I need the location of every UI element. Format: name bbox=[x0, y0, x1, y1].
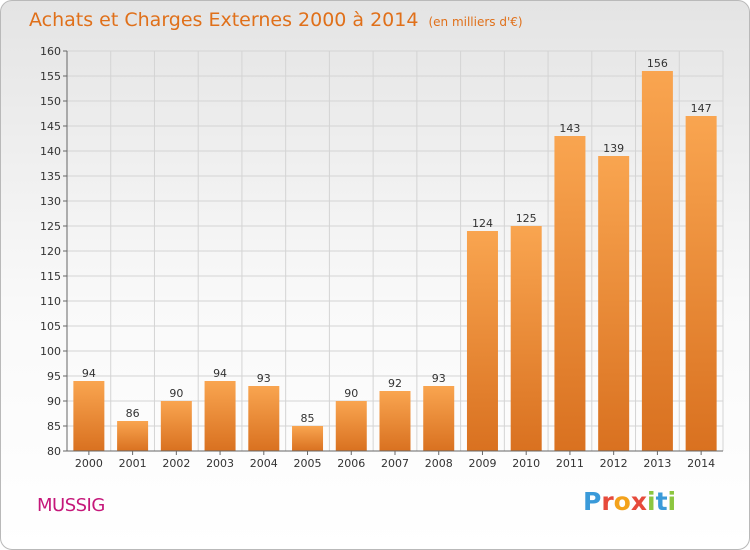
bar-value-label: 139 bbox=[603, 142, 624, 155]
bar-value-label: 93 bbox=[432, 372, 446, 385]
bar-value-label: 143 bbox=[559, 122, 580, 135]
bar bbox=[248, 386, 280, 451]
x-tick-label: 2011 bbox=[556, 457, 584, 470]
y-tick-label: 100 bbox=[40, 345, 61, 358]
bar bbox=[160, 401, 192, 451]
x-tick-label: 2001 bbox=[119, 457, 147, 470]
chart-unit: (en milliers d'€) bbox=[428, 15, 523, 29]
x-tick-label: 2004 bbox=[250, 457, 278, 470]
bar bbox=[598, 156, 630, 451]
y-tick-label: 120 bbox=[40, 245, 61, 258]
y-tick-label: 155 bbox=[40, 70, 61, 83]
x-tick-label: 2009 bbox=[468, 457, 496, 470]
bar bbox=[466, 231, 498, 451]
bar-value-label: 147 bbox=[691, 102, 712, 115]
x-tick-label: 2008 bbox=[425, 457, 453, 470]
y-tick-label: 125 bbox=[40, 220, 61, 233]
y-tick-label: 85 bbox=[47, 420, 61, 433]
proxiti-logo: Proxiti bbox=[583, 487, 676, 516]
logo-letter: i bbox=[647, 487, 656, 516]
bar-value-label: 90 bbox=[169, 387, 183, 400]
chart-title: Achats et Charges Externes 2000 à 2014 (e… bbox=[29, 9, 523, 31]
logo-letter: t bbox=[655, 487, 668, 516]
y-tick-label: 95 bbox=[47, 370, 61, 383]
bar bbox=[335, 401, 367, 451]
bar-value-label: 156 bbox=[647, 57, 668, 70]
y-tick-label: 90 bbox=[47, 395, 61, 408]
bar-value-label: 85 bbox=[301, 412, 315, 425]
x-tick-label: 2010 bbox=[512, 457, 540, 470]
bar bbox=[510, 226, 542, 451]
x-tick-label: 2007 bbox=[381, 457, 409, 470]
chart-title-text: Achats et Charges Externes 2000 à 2014 bbox=[29, 9, 419, 31]
y-tick-label: 140 bbox=[40, 145, 61, 158]
bar bbox=[73, 381, 105, 451]
bar-value-label: 92 bbox=[388, 377, 402, 390]
y-tick-label: 145 bbox=[40, 120, 61, 133]
y-tick-label: 150 bbox=[40, 95, 61, 108]
bar bbox=[117, 421, 149, 451]
bar bbox=[685, 116, 717, 451]
logo-letter: r bbox=[601, 487, 614, 516]
bar bbox=[423, 386, 455, 451]
y-axis: 80 85 90 95 100 105 110 115 120 125 130 135 140 145 15… bbox=[40, 45, 68, 458]
logo-letter: P bbox=[583, 487, 602, 516]
logo-letter: o bbox=[613, 487, 631, 516]
x-axis: 2000 2001 2002 2003 2004 2005 2006 2007 2008 2009… bbox=[67, 450, 723, 470]
bar-value-label: 125 bbox=[516, 212, 537, 225]
bar-value-label: 90 bbox=[344, 387, 358, 400]
y-tick-label: 130 bbox=[40, 195, 61, 208]
y-tick-label: 135 bbox=[40, 170, 61, 183]
logo-letter: i bbox=[667, 487, 677, 516]
x-tick-label: 2014 bbox=[687, 457, 715, 470]
bar-value-label: 94 bbox=[82, 367, 96, 380]
bar-value-label: 94 bbox=[213, 367, 227, 380]
commune-name: MUSSIG bbox=[37, 495, 105, 516]
y-tick-label: 105 bbox=[40, 320, 61, 333]
bar-value-label: 124 bbox=[472, 217, 493, 230]
y-tick-label: 110 bbox=[40, 295, 61, 308]
bar-value-label: 86 bbox=[126, 407, 140, 420]
x-tick-label: 2006 bbox=[337, 457, 365, 470]
y-tick-label: 160 bbox=[40, 45, 61, 58]
x-tick-label: 2002 bbox=[162, 457, 190, 470]
bar bbox=[379, 391, 411, 451]
x-tick-label: 2000 bbox=[75, 457, 103, 470]
bar bbox=[554, 136, 586, 451]
x-tick-label: 2003 bbox=[206, 457, 234, 470]
bars: 94 86 90 94 93 85 90 92 93 124 125 143 139 156 147 bbox=[73, 57, 717, 451]
bar bbox=[204, 381, 236, 451]
bar bbox=[641, 71, 673, 451]
logo-letter: x bbox=[630, 487, 647, 516]
bar-value-label: 93 bbox=[257, 372, 271, 385]
y-tick-label: 115 bbox=[40, 270, 61, 283]
bar bbox=[292, 426, 324, 451]
x-tick-label: 2012 bbox=[600, 457, 628, 470]
y-tick-label: 80 bbox=[47, 445, 61, 458]
x-tick-label: 2005 bbox=[294, 457, 322, 470]
x-tick-label: 2013 bbox=[643, 457, 671, 470]
